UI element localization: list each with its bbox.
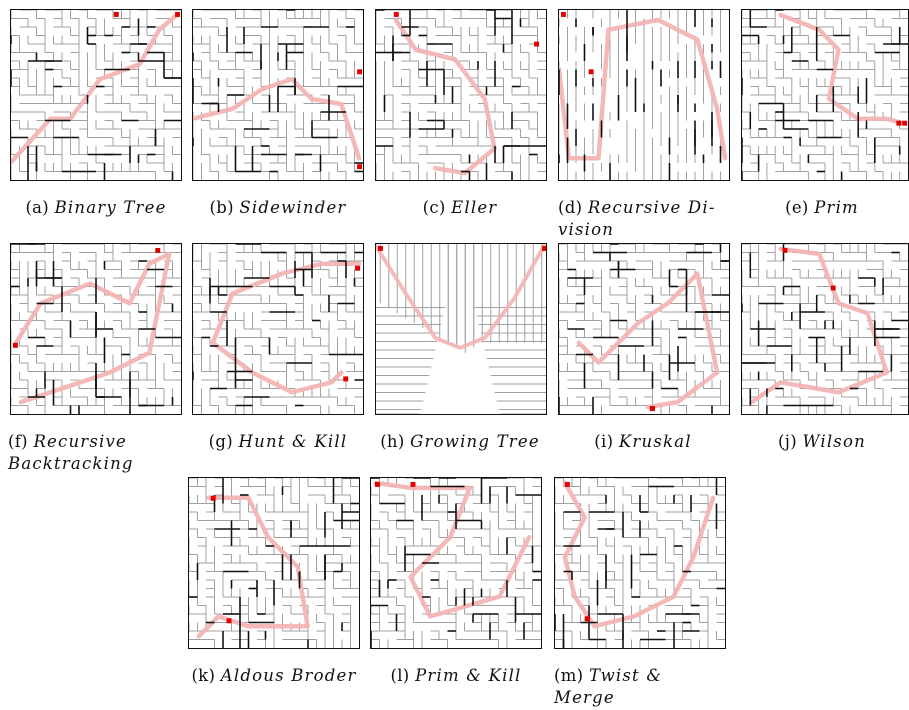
caption-twist-merge: (m) Twist & Merge — [554, 665, 728, 709]
caption-hunt-kill: (g) Hunt & Kill — [190, 431, 366, 453]
caption-eller: (c) Eller — [372, 197, 548, 219]
caption-aldous-broder: (k) Aldous Broder — [186, 665, 362, 687]
caption-binary-tree: (a) Binary Tree — [8, 197, 184, 219]
maze-binary-tree — [10, 9, 182, 181]
maze-recursive-division — [558, 9, 730, 181]
caption-wilson: (j) Wilson — [738, 431, 906, 453]
maze-wilson — [741, 243, 909, 415]
maze-sidewinder — [192, 9, 364, 181]
caption-recursive-division: (d) Recursive Di-vision — [558, 197, 732, 241]
maze-prim — [741, 9, 909, 181]
caption-kruskal: (i) Kruskal — [555, 431, 731, 453]
maze-hunt-kill — [192, 243, 364, 415]
maze-kruskal — [558, 243, 730, 415]
caption-prim: (e) Prim — [738, 197, 906, 219]
maze-eller — [375, 9, 547, 181]
maze-aldous-broder — [188, 477, 360, 649]
caption-recursive-backtracking: (f) Recursive Backtracking — [8, 431, 186, 475]
maze-twist-merge — [554, 477, 726, 649]
caption-growing-tree: (h) Growing Tree — [372, 431, 548, 453]
caption-prim-kill: (l) Prim & Kill — [368, 665, 544, 687]
caption-sidewinder: (b) Sidewinder — [190, 197, 366, 219]
maze-recursive-backtracking — [10, 243, 182, 415]
maze-prim-kill — [370, 477, 542, 649]
maze-growing-tree — [375, 243, 547, 415]
